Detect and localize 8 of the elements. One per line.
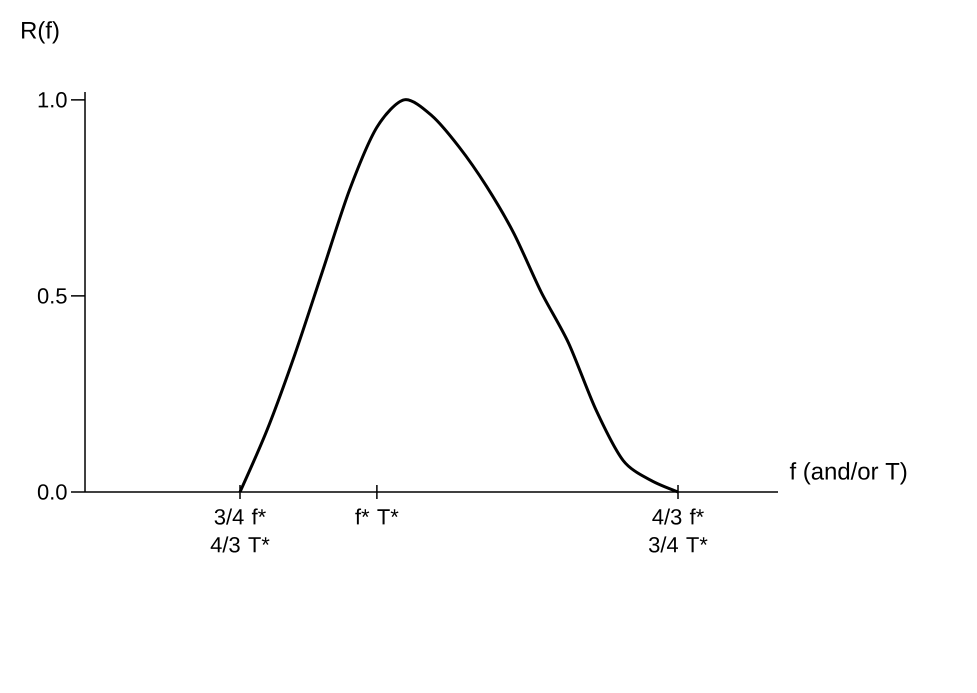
y-axis-title: R(f) bbox=[22, 21, 58, 44]
x-axis-title: f (and/or T) bbox=[790, 462, 906, 484]
x-tick-label: f* T* bbox=[355, 508, 398, 524]
y-tick-label: 0.5 bbox=[38, 288, 67, 304]
y-tick-label: 1.0 bbox=[38, 92, 67, 108]
y-tick-label: 0.0 bbox=[38, 484, 67, 500]
x-tick-label: 4/3 f* 3/4 T* bbox=[648, 508, 708, 552]
x-tick-label: 3/4 f* 4/3 T* bbox=[210, 508, 270, 552]
